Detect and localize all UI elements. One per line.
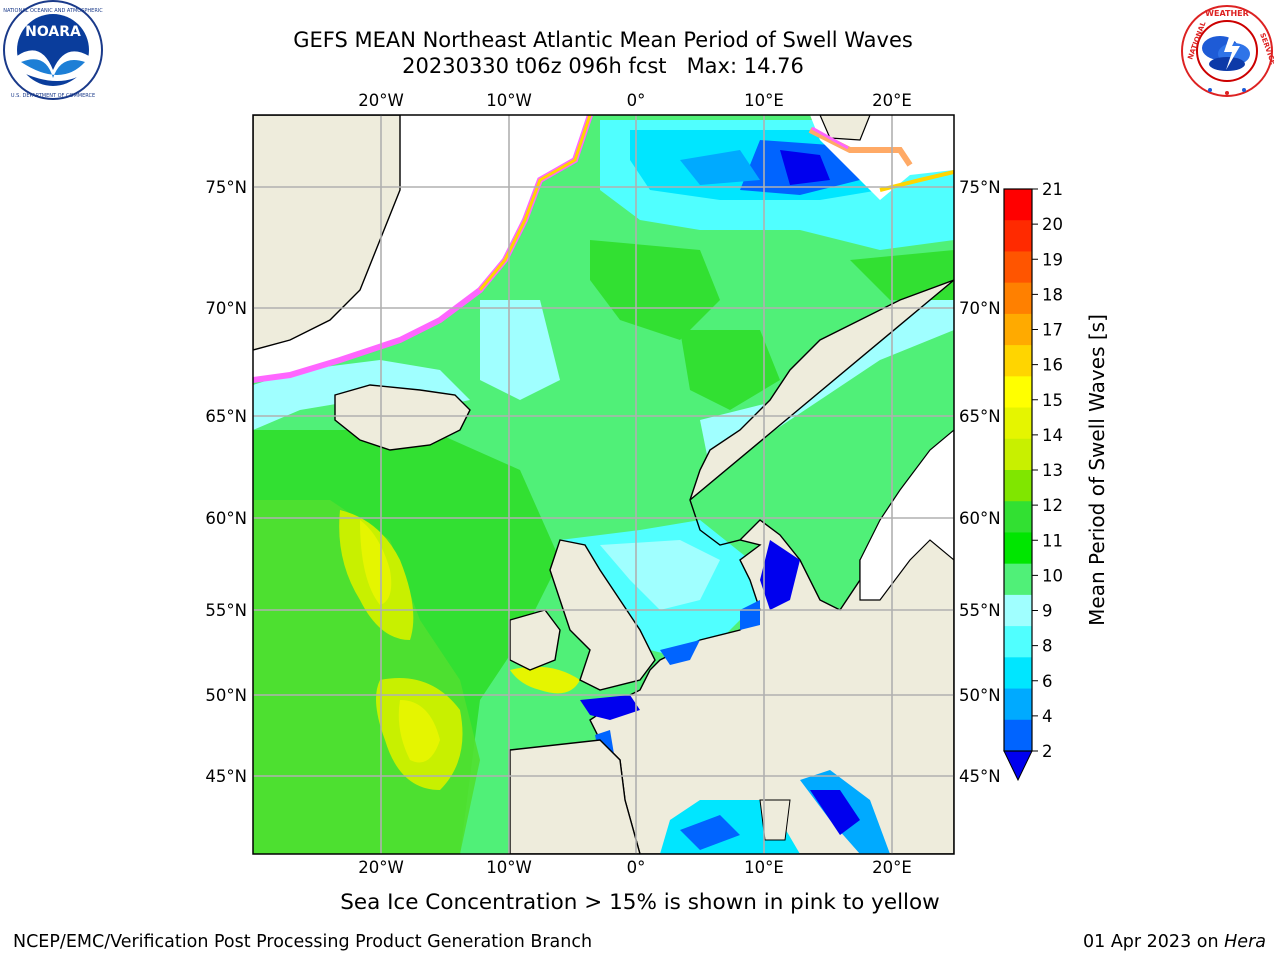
nws-logo-icon: WEATHER NATIONAL SERVICE [1181,5,1274,97]
colorbar-tick-label: 15 [1042,391,1063,410]
great-britain-land [549,539,656,691]
colorbar-swatch [1004,532,1032,565]
colorbar-swatch [1004,345,1032,377]
lat-label-left-50n: 50°N [205,686,247,705]
colorbar-swatch [1004,470,1032,502]
lat-label-left-70n: 70°N [205,299,247,318]
lon-label-bottom-10e: 10°E [744,858,784,877]
colorbar-tick-label: 11 [1042,531,1063,550]
lat-label-right-55n: 55°N [959,601,1001,620]
svg-text:NATIONAL OCEANIC AND ATMOSPHER: NATIONAL OCEANIC AND ATMOSPHERIC [3,8,103,14]
title-line-1: GEFS MEAN Northeast Atlantic Mean Period… [293,28,913,52]
colorbar-swatch [1004,563,1032,596]
colorbar-swatch [1004,657,1032,690]
colorbar-tick-label: 14 [1042,426,1063,445]
colorbar-tick-label: 21 [1042,180,1063,199]
lon-label-top-20w: 20°W [358,91,404,110]
colorbar-swatch [1004,189,1032,221]
greenland-land [253,115,401,351]
footer-date: 01 Apr 2023 on Hera [1083,932,1266,952]
colorbar-tick-label: 10 [1042,566,1063,585]
colorbar-tick-label: 16 [1042,356,1063,375]
colorbar-swatch [1004,282,1032,315]
chart-title: GEFS MEAN Northeast Atlantic Mean Period… [0,27,1206,79]
lon-label-top-10e: 10°E [744,91,784,110]
lat-label-right-45n: 45°N [959,767,1001,786]
sea-ice-caption: Sea Ice Concentration > 15% is shown in … [340,890,940,915]
map-frame [252,114,955,855]
colorbar-swatch [1004,407,1032,440]
colorbar-swatch [1004,220,1032,252]
colorbar-tick-label: 6 [1042,672,1053,691]
lat-label-right-60n: 60°N [959,509,1001,528]
colorbar-tick-label: 12 [1042,496,1063,515]
colorbar-ticks: 21 20 19 18 17 16 15 14 13 12 11 10 9 8 6 4 2 [1032,180,1063,761]
lat-label-right-50n: 50°N [959,686,1001,705]
colorbar-swatch [1004,626,1032,658]
colorbar-swatch [1004,594,1032,627]
colorbar-tick-label: 4 [1042,707,1053,726]
noaa-wordmark: NOARA [25,24,81,40]
lon-label-top-0: 0° [627,91,646,110]
footer-date-text: 01 Apr 2023 on [1083,932,1225,952]
colorbar-tick-label: 13 [1042,461,1063,480]
iberia-land [509,739,641,854]
lat-label-right-75n: 75°N [959,178,1001,197]
colorbar-swatch [1004,251,1032,284]
lat-label-left-75n: 75°N [205,178,247,197]
lon-label-bottom-20w: 20°W [358,858,404,877]
noaa-logo-icon: NOARA NATIONAL OCEANIC AND ATMOSPHERIC U… [3,0,103,100]
lon-label-bottom-10w: 10°W [486,858,532,877]
lon-label-bottom-20e: 20°E [872,858,912,877]
svg-text:WEATHER: WEATHER [1205,9,1249,18]
colorbar-swatch [1004,501,1032,533]
lat-label-right-65n: 65°N [959,407,1001,426]
svg-text:U.S. DEPARTMENT OF COMMERCE: U.S. DEPARTMENT OF COMMERCE [11,93,95,99]
lon-label-top-20e: 20°E [872,91,912,110]
colorbar-tick-label: 18 [1042,285,1063,304]
ireland-land [509,609,561,671]
iceland-land [334,384,471,451]
colorbar-tick-label: 19 [1042,250,1063,269]
graticule [253,115,954,854]
colorbar-extend-triangle [1003,750,1033,782]
colorbar-swatch [1004,313,1032,346]
footer-host: Hera [1224,932,1266,952]
colorbar-swatch [1004,438,1032,471]
colorbar-tick-label: 2 [1042,742,1053,761]
lat-label-left-45n: 45°N [205,767,247,786]
lon-label-bottom-0: 0° [627,858,646,877]
colorbar-tick-label: 8 [1042,637,1053,656]
colorbar-label: Mean Period of Swell Waves [s] [1085,314,1109,626]
colorbar: 21 20 19 18 17 16 15 14 13 12 11 10 9 8 6 4 2 Mean Perio… [1003,180,1109,782]
colorbar-swatch [1004,376,1032,409]
lat-label-left-55n: 55°N [205,601,247,620]
colorbar-tick-label: 9 [1042,602,1053,621]
title-line-2: 20230330 t06z 096h fcst Max: 14.76 [402,54,804,78]
lat-label-left-65n: 65°N [205,407,247,426]
footer-branch: NCEP/EMC/Verification Post Processing Pr… [13,932,593,952]
lon-label-top-10w: 10°W [486,91,532,110]
colorbar-swatches [1004,189,1032,752]
lat-label-left-60n: 60°N [205,509,247,528]
colorbar-swatch [1004,719,1032,752]
colorbar-tick-label: 20 [1042,215,1063,234]
colorbar-swatch [1004,688,1032,721]
colorbar-tick-label: 17 [1042,321,1063,340]
lat-label-right-70n: 70°N [959,299,1001,318]
